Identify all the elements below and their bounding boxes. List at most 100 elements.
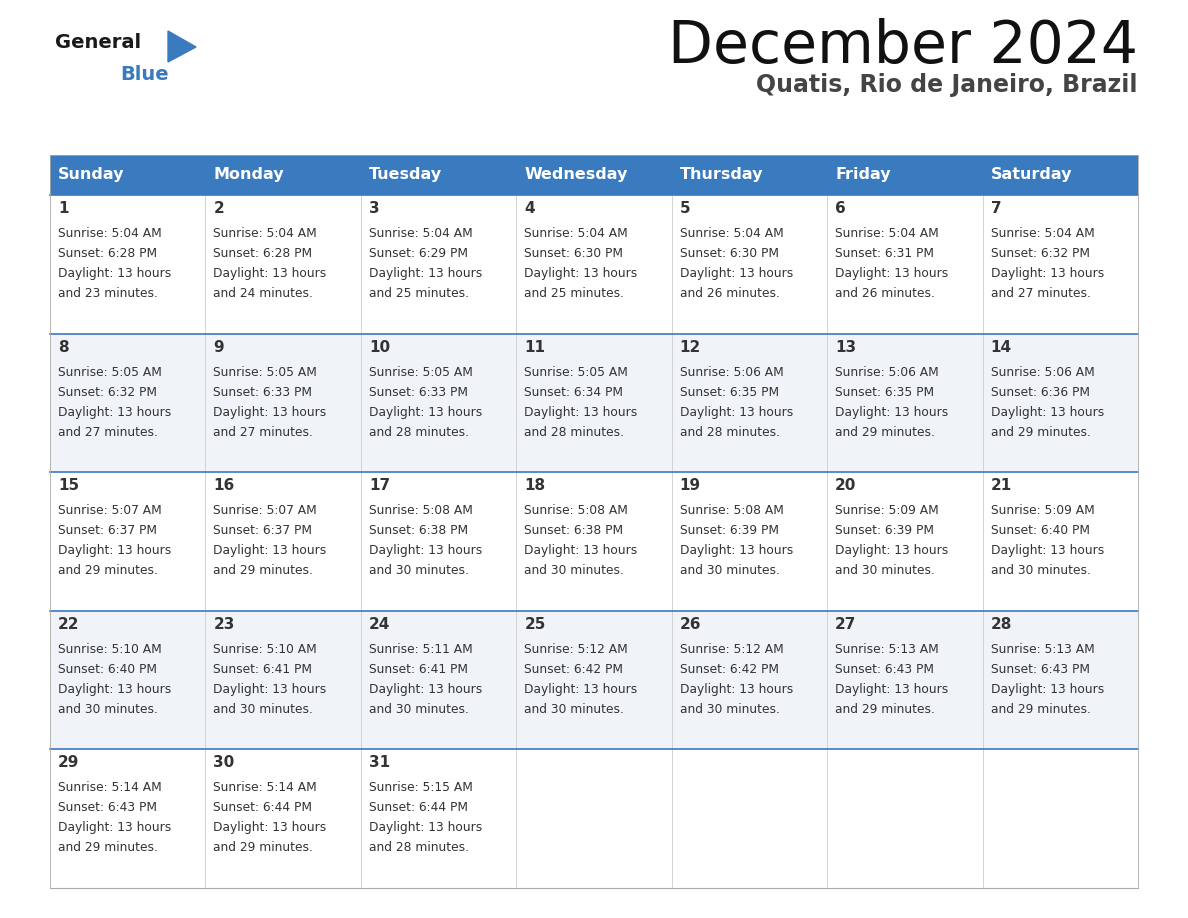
Text: 19: 19 <box>680 478 701 493</box>
Text: Wednesday: Wednesday <box>524 167 627 183</box>
Text: and 27 minutes.: and 27 minutes. <box>58 426 158 439</box>
Text: Thursday: Thursday <box>680 167 763 183</box>
Text: and 29 minutes.: and 29 minutes. <box>58 842 158 855</box>
Bar <box>361 155 517 195</box>
Text: 29: 29 <box>58 756 80 770</box>
Text: and 25 minutes.: and 25 minutes. <box>368 287 469 300</box>
Text: 10: 10 <box>368 340 390 354</box>
Text: 24: 24 <box>368 617 390 632</box>
Text: Sunrise: 5:05 AM: Sunrise: 5:05 AM <box>58 365 162 378</box>
Text: and 30 minutes.: and 30 minutes. <box>991 565 1091 577</box>
Bar <box>671 155 827 195</box>
Text: Sunset: 6:42 PM: Sunset: 6:42 PM <box>680 663 778 676</box>
Text: Sunset: 6:33 PM: Sunset: 6:33 PM <box>368 386 468 398</box>
Text: Monday: Monday <box>214 167 284 183</box>
Text: and 27 minutes.: and 27 minutes. <box>214 426 314 439</box>
Text: Sunrise: 5:08 AM: Sunrise: 5:08 AM <box>680 504 784 517</box>
Text: 31: 31 <box>368 756 390 770</box>
Text: 25: 25 <box>524 617 545 632</box>
Text: and 30 minutes.: and 30 minutes. <box>835 565 935 577</box>
Text: and 24 minutes.: and 24 minutes. <box>214 287 314 300</box>
Text: Sunset: 6:37 PM: Sunset: 6:37 PM <box>214 524 312 537</box>
Text: Daylight: 13 hours: Daylight: 13 hours <box>214 267 327 280</box>
Text: Sunrise: 5:14 AM: Sunrise: 5:14 AM <box>58 781 162 794</box>
Text: Daylight: 13 hours: Daylight: 13 hours <box>214 544 327 557</box>
Bar <box>517 155 671 195</box>
Text: Sunrise: 5:12 AM: Sunrise: 5:12 AM <box>524 643 628 655</box>
Text: Sunset: 6:35 PM: Sunset: 6:35 PM <box>835 386 934 398</box>
Text: Sunrise: 5:07 AM: Sunrise: 5:07 AM <box>214 504 317 517</box>
Text: Saturday: Saturday <box>991 167 1072 183</box>
Text: 23: 23 <box>214 617 235 632</box>
Text: and 29 minutes.: and 29 minutes. <box>991 426 1091 439</box>
Text: and 30 minutes.: and 30 minutes. <box>368 703 469 716</box>
Text: Sunrise: 5:13 AM: Sunrise: 5:13 AM <box>835 643 939 655</box>
Text: and 30 minutes.: and 30 minutes. <box>524 565 624 577</box>
Text: and 29 minutes.: and 29 minutes. <box>214 842 314 855</box>
Text: and 23 minutes.: and 23 minutes. <box>58 287 158 300</box>
Text: 13: 13 <box>835 340 857 354</box>
Text: Sunrise: 5:05 AM: Sunrise: 5:05 AM <box>368 365 473 378</box>
Text: Sunrise: 5:05 AM: Sunrise: 5:05 AM <box>524 365 628 378</box>
Text: Daylight: 13 hours: Daylight: 13 hours <box>368 406 482 419</box>
Text: Daylight: 13 hours: Daylight: 13 hours <box>368 544 482 557</box>
Text: 27: 27 <box>835 617 857 632</box>
Text: and 30 minutes.: and 30 minutes. <box>680 565 779 577</box>
Text: 11: 11 <box>524 340 545 354</box>
Text: Tuesday: Tuesday <box>368 167 442 183</box>
Text: Daylight: 13 hours: Daylight: 13 hours <box>58 544 171 557</box>
Text: Sunrise: 5:07 AM: Sunrise: 5:07 AM <box>58 504 162 517</box>
Text: Daylight: 13 hours: Daylight: 13 hours <box>368 683 482 696</box>
Text: Sunrise: 5:04 AM: Sunrise: 5:04 AM <box>368 227 473 240</box>
Text: Sunset: 6:38 PM: Sunset: 6:38 PM <box>368 524 468 537</box>
Text: Blue: Blue <box>120 65 169 84</box>
Text: Sunrise: 5:09 AM: Sunrise: 5:09 AM <box>991 504 1094 517</box>
Text: Sunset: 6:39 PM: Sunset: 6:39 PM <box>835 524 934 537</box>
Text: and 29 minutes.: and 29 minutes. <box>835 426 935 439</box>
Text: Sunrise: 5:11 AM: Sunrise: 5:11 AM <box>368 643 473 655</box>
Text: Daylight: 13 hours: Daylight: 13 hours <box>214 406 327 419</box>
Text: and 28 minutes.: and 28 minutes. <box>524 426 624 439</box>
Text: and 29 minutes.: and 29 minutes. <box>214 565 314 577</box>
Text: Sunset: 6:41 PM: Sunset: 6:41 PM <box>214 663 312 676</box>
Text: Sunset: 6:44 PM: Sunset: 6:44 PM <box>214 801 312 814</box>
Text: Sunset: 6:30 PM: Sunset: 6:30 PM <box>524 247 624 260</box>
Text: Daylight: 13 hours: Daylight: 13 hours <box>835 406 948 419</box>
Text: Sunrise: 5:15 AM: Sunrise: 5:15 AM <box>368 781 473 794</box>
Text: Daylight: 13 hours: Daylight: 13 hours <box>524 544 638 557</box>
Text: and 28 minutes.: and 28 minutes. <box>368 842 469 855</box>
Polygon shape <box>168 31 196 62</box>
Text: 4: 4 <box>524 201 535 216</box>
Text: 26: 26 <box>680 617 701 632</box>
Text: Daylight: 13 hours: Daylight: 13 hours <box>835 267 948 280</box>
Text: Sunrise: 5:08 AM: Sunrise: 5:08 AM <box>368 504 473 517</box>
Text: 3: 3 <box>368 201 379 216</box>
Text: Daylight: 13 hours: Daylight: 13 hours <box>58 267 171 280</box>
Text: 18: 18 <box>524 478 545 493</box>
Text: Sunset: 6:28 PM: Sunset: 6:28 PM <box>214 247 312 260</box>
Text: 2: 2 <box>214 201 225 216</box>
Bar <box>50 749 1138 888</box>
Text: Sunset: 6:38 PM: Sunset: 6:38 PM <box>524 524 624 537</box>
Text: Daylight: 13 hours: Daylight: 13 hours <box>214 683 327 696</box>
Text: Sunrise: 5:04 AM: Sunrise: 5:04 AM <box>524 227 628 240</box>
Text: Sunrise: 5:04 AM: Sunrise: 5:04 AM <box>680 227 783 240</box>
Text: and 26 minutes.: and 26 minutes. <box>835 287 935 300</box>
Text: Sunset: 6:35 PM: Sunset: 6:35 PM <box>680 386 779 398</box>
Bar <box>982 155 1138 195</box>
Text: Sunset: 6:32 PM: Sunset: 6:32 PM <box>58 386 157 398</box>
Text: Sunset: 6:40 PM: Sunset: 6:40 PM <box>991 524 1089 537</box>
Text: Sunset: 6:43 PM: Sunset: 6:43 PM <box>991 663 1089 676</box>
Text: Sunrise: 5:04 AM: Sunrise: 5:04 AM <box>214 227 317 240</box>
Text: Daylight: 13 hours: Daylight: 13 hours <box>680 267 792 280</box>
Text: Sunrise: 5:10 AM: Sunrise: 5:10 AM <box>214 643 317 655</box>
Text: Sunrise: 5:05 AM: Sunrise: 5:05 AM <box>214 365 317 378</box>
Text: December 2024: December 2024 <box>668 18 1138 75</box>
Text: Daylight: 13 hours: Daylight: 13 hours <box>991 544 1104 557</box>
Text: and 30 minutes.: and 30 minutes. <box>214 703 314 716</box>
Text: 7: 7 <box>991 201 1001 216</box>
Text: 1: 1 <box>58 201 69 216</box>
Bar <box>206 155 361 195</box>
Text: Daylight: 13 hours: Daylight: 13 hours <box>524 683 638 696</box>
Text: Daylight: 13 hours: Daylight: 13 hours <box>991 683 1104 696</box>
